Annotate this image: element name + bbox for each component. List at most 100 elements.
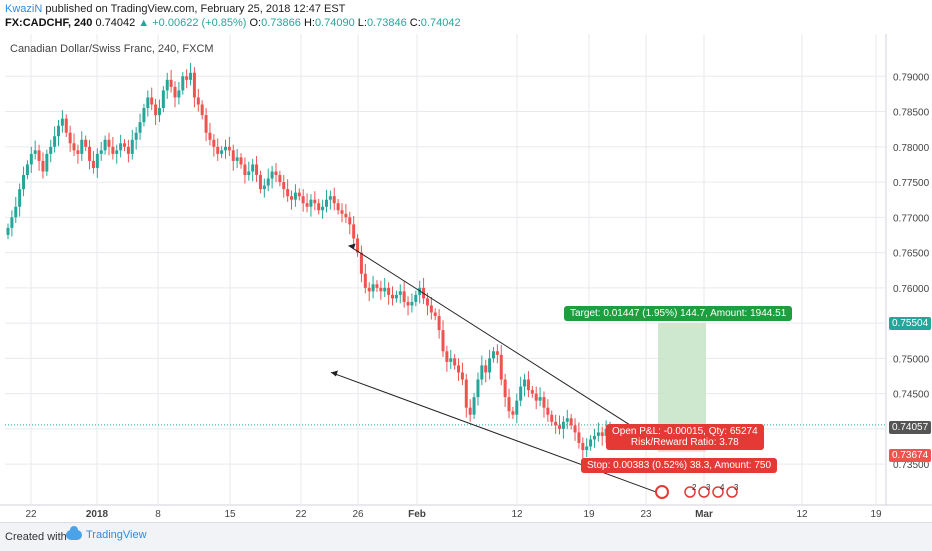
candle-body bbox=[558, 425, 562, 429]
candle-body bbox=[344, 213, 348, 218]
candle-body bbox=[88, 146, 92, 161]
candle-body bbox=[546, 407, 550, 415]
candle-body bbox=[301, 196, 305, 204]
time-tick-label: 23 bbox=[640, 509, 652, 520]
price-tick-label: 0.78500 bbox=[893, 108, 930, 119]
candle-body bbox=[239, 157, 243, 165]
candle-body bbox=[231, 150, 235, 161]
candle-body bbox=[258, 175, 262, 190]
candle-body bbox=[154, 104, 158, 116]
candle-body bbox=[565, 418, 569, 422]
candle-body bbox=[290, 196, 294, 200]
candle-body bbox=[554, 421, 558, 426]
time-tick-label: 15 bbox=[224, 509, 236, 520]
candle-body bbox=[324, 199, 328, 207]
candle-body bbox=[317, 203, 321, 211]
candle-body bbox=[76, 150, 80, 154]
event-marker-label: 3 bbox=[734, 483, 739, 492]
time-tick-label: 19 bbox=[870, 509, 882, 520]
candle-body bbox=[379, 287, 383, 292]
candle-body bbox=[29, 153, 33, 165]
price-tick-label: 0.77000 bbox=[893, 213, 930, 224]
candle-body bbox=[328, 196, 332, 200]
candle-body bbox=[398, 291, 402, 295]
stop-label: Stop: 0.00383 (0.52%) 38.3, Amount: 750 bbox=[581, 458, 778, 473]
candle-body bbox=[161, 90, 165, 109]
candle-body bbox=[352, 224, 356, 239]
price-chart[interactable]: 0.79000 0.78500 0.78000 0.77500 0.77000 0.765… bbox=[0, 34, 932, 522]
event-marker-icon bbox=[655, 485, 669, 499]
candle-body bbox=[204, 115, 208, 133]
chart-area[interactable]: 0.79000 0.78500 0.78000 0.77500 0.77000 0.765… bbox=[0, 34, 932, 522]
candle-body bbox=[91, 160, 95, 168]
price-tick-label: 0.73500 bbox=[893, 460, 930, 471]
candle-body bbox=[270, 171, 274, 179]
created-with-text: Created with bbox=[5, 531, 67, 543]
time-tick-label: 12 bbox=[796, 509, 808, 520]
stop-price-tag: 0.73674 bbox=[889, 449, 932, 462]
candle-body bbox=[561, 421, 565, 429]
candle-body bbox=[95, 153, 99, 168]
candle-body bbox=[223, 146, 227, 151]
candle-body bbox=[41, 160, 45, 172]
candle-body bbox=[581, 442, 585, 451]
candle-body bbox=[14, 206, 18, 218]
candle-body bbox=[84, 139, 88, 147]
candle-body bbox=[503, 379, 507, 398]
up-arrow-icon: ▲ bbox=[138, 17, 150, 29]
candle-body bbox=[60, 118, 64, 126]
candle-body bbox=[391, 294, 395, 299]
last-price: 0.74042 bbox=[95, 17, 136, 29]
candle-body bbox=[173, 86, 177, 98]
event-marker-icon bbox=[684, 486, 696, 498]
candle-body bbox=[53, 136, 57, 147]
candle-body bbox=[99, 150, 103, 154]
candle-body bbox=[56, 125, 60, 137]
candle-body bbox=[33, 150, 37, 154]
current-price-tag: 0.74057 bbox=[889, 421, 932, 434]
candle-body bbox=[6, 227, 10, 235]
price-tick-label: 0.76000 bbox=[893, 284, 930, 295]
candle-body bbox=[406, 301, 410, 306]
candle-body bbox=[119, 143, 123, 151]
tradingview-brand[interactable]: TradingView bbox=[66, 526, 147, 541]
open-pl-label: Open P&L: -0.00015, Qty: 65274 bbox=[612, 426, 758, 437]
price-tick-label: 0.74500 bbox=[893, 390, 930, 401]
trend-arrowhead bbox=[348, 243, 356, 250]
candle-body bbox=[332, 196, 336, 204]
high-value: 0.74090 bbox=[314, 17, 355, 29]
candle-body bbox=[488, 358, 492, 373]
candle-body bbox=[363, 273, 367, 288]
candle-body bbox=[449, 358, 453, 362]
author-link[interactable]: KwaziN bbox=[5, 3, 43, 15]
candle-body bbox=[10, 217, 14, 228]
candle-body bbox=[550, 414, 554, 422]
chart-title: Canadian Dollar/Swiss Franc, 240, FXCM bbox=[10, 43, 214, 55]
time-tick-label: 12 bbox=[511, 509, 523, 520]
candle-body bbox=[293, 192, 297, 200]
candle-body bbox=[441, 330, 445, 352]
candle-body bbox=[177, 90, 181, 98]
low-label: L: bbox=[357, 17, 367, 29]
candle-body bbox=[212, 139, 216, 147]
candle-body bbox=[185, 76, 189, 80]
candle-body bbox=[297, 192, 301, 197]
candle-body bbox=[309, 199, 313, 207]
candle-body bbox=[491, 351, 495, 359]
footer-bar: Created with TradingView bbox=[0, 522, 932, 551]
candle-body bbox=[227, 146, 231, 151]
candle-body bbox=[596, 432, 600, 436]
ohlc-line: FX:CADCHF, 240 0.74042 ▲ +0.00622 (+0.85… bbox=[5, 17, 461, 29]
candle-body bbox=[64, 118, 68, 133]
candle-body bbox=[169, 79, 173, 87]
candle-body bbox=[196, 97, 200, 105]
candle-body bbox=[348, 217, 352, 225]
candle-body bbox=[134, 132, 138, 140]
candle-body bbox=[115, 150, 119, 154]
candle-body bbox=[356, 238, 360, 253]
candle-body bbox=[387, 287, 391, 295]
candle-body bbox=[414, 294, 418, 302]
candle-body bbox=[507, 397, 511, 412]
candle-body bbox=[523, 379, 527, 387]
candle-body bbox=[437, 316, 441, 331]
